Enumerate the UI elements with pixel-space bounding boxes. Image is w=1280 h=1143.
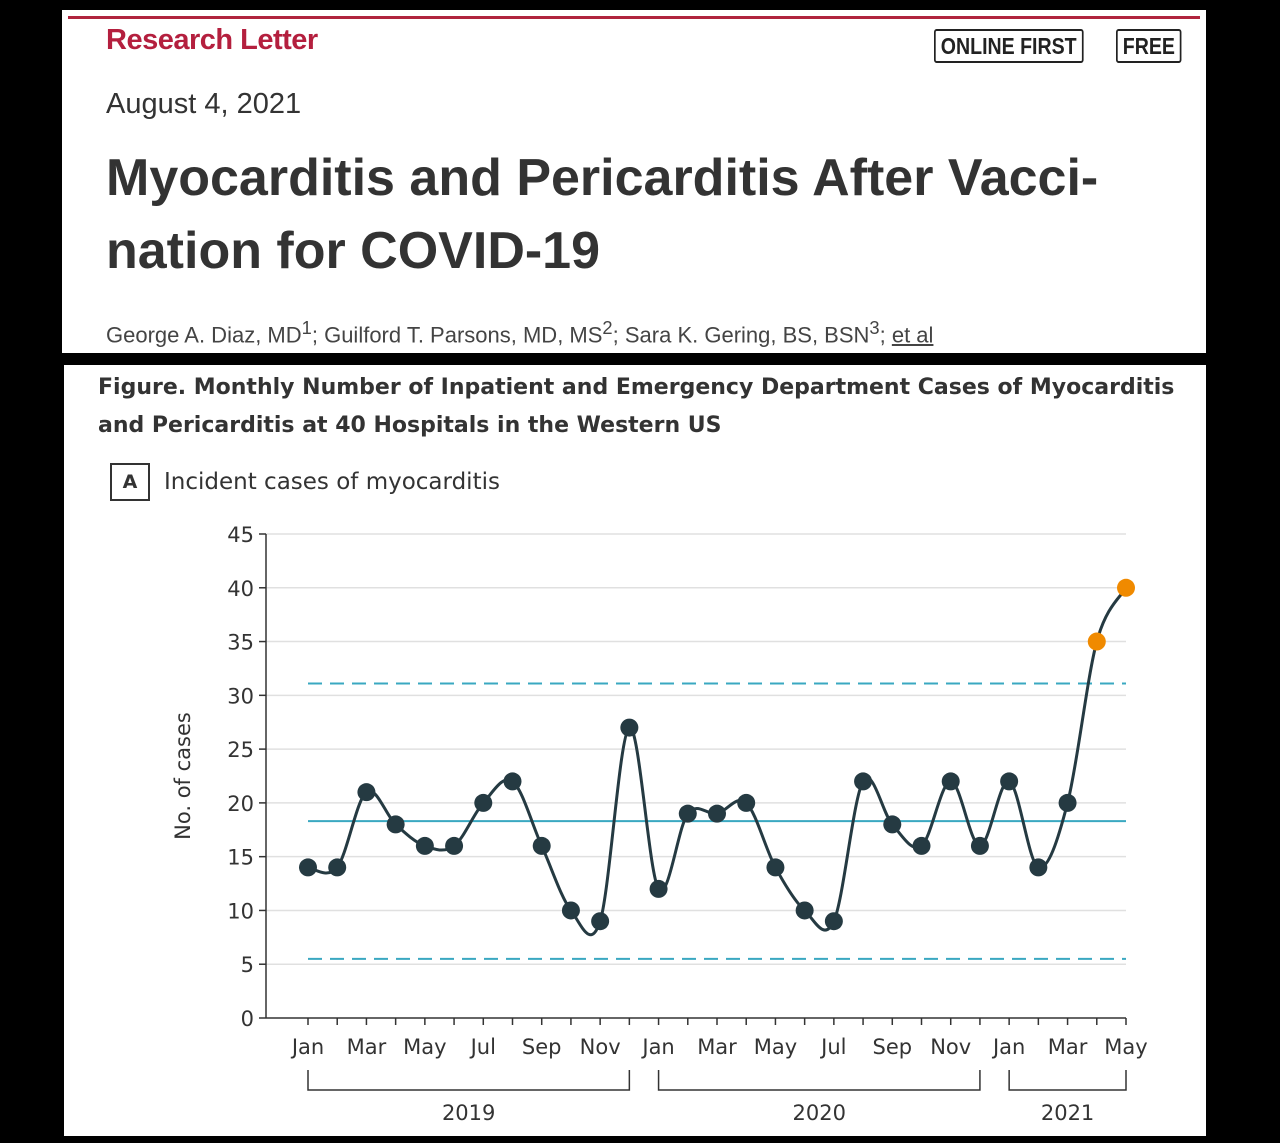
x-tick-label: Sep	[872, 1035, 912, 1059]
data-point	[912, 836, 931, 855]
x-tick-label: Jan	[290, 1035, 324, 1059]
y-tick-label: 5	[241, 953, 254, 977]
figure-caption: Figure. Monthly Number of Inpatient and …	[98, 375, 1175, 438]
year-bracket	[657, 1070, 981, 1091]
y-tick-label: 20	[227, 792, 254, 816]
data-point	[299, 858, 317, 877]
highlighted-data-point	[1117, 578, 1135, 597]
data-point	[766, 858, 785, 877]
data-point	[678, 804, 697, 823]
series-line	[307, 586, 1128, 937]
data-point	[532, 836, 551, 855]
year-label: 2019	[442, 1101, 495, 1125]
article-title: Myocarditis and Pericarditis After Vacci…	[106, 149, 1099, 280]
y-tick-label: 40	[227, 577, 254, 601]
y-tick-label: 45	[227, 523, 254, 547]
x-tick-label: Mar	[347, 1035, 387, 1059]
data-point	[591, 912, 610, 931]
y-tick-label: 30	[227, 684, 254, 708]
data-point	[883, 815, 902, 834]
author: George A. Diaz, MD	[106, 322, 302, 348]
data-point	[474, 793, 493, 812]
data-point	[795, 901, 814, 920]
data-point	[620, 718, 639, 737]
data-point	[328, 858, 347, 877]
x-tick-label: Sep	[522, 1035, 562, 1059]
data-point	[708, 804, 726, 823]
article-header: Research Letter ONLINE FIRST FREE August…	[62, 10, 1206, 353]
data-point	[649, 879, 668, 898]
affiliation: 2	[602, 317, 613, 338]
myocarditis-chart: 0 5 10 15 20 25 30 35 40 45 No. of cases Jan Mar May J…	[171, 523, 1148, 1125]
et-al-link[interactable]: et al	[891, 322, 934, 348]
panel-label: A Incident cases of myocarditis	[110, 463, 500, 501]
highlighted-data-point	[1087, 632, 1106, 651]
x-tick-label: Jul	[819, 1035, 846, 1059]
data-point	[503, 772, 522, 791]
x-tick-label: Mar	[697, 1035, 737, 1059]
author: Sara K. Gering, BS, BSN	[624, 322, 870, 348]
data-point	[854, 772, 873, 791]
y-tick-label: 25	[227, 738, 254, 762]
y-tick-label: 35	[227, 631, 254, 655]
x-tick-label: Jan	[640, 1035, 674, 1059]
year-bracket	[307, 1070, 631, 1091]
author-list: George A. Diaz, MD1; Guilford T. Parsons…	[106, 317, 934, 348]
data-point	[737, 793, 756, 812]
year-label: 2021	[1041, 1101, 1094, 1125]
y-tick-label: 15	[227, 846, 254, 870]
y-tick-label: 10	[227, 899, 254, 923]
online-first-badge: ONLINE FIRST	[934, 29, 1084, 63]
year-bracket	[1008, 1070, 1127, 1091]
panel-title: Incident cases of myocarditis	[164, 469, 500, 495]
author: Guilford T. Parsons, MD, MS	[324, 322, 603, 348]
data-point	[1029, 858, 1048, 877]
data-point	[824, 912, 843, 931]
data-point	[1058, 793, 1077, 812]
x-tick-label: Jul	[469, 1035, 496, 1059]
publication-date: August 4, 2021	[106, 88, 302, 120]
article-type: Research Letter	[106, 24, 318, 56]
panel-letter: A	[110, 463, 150, 501]
x-tick-label: May	[754, 1035, 797, 1059]
affiliation: 1	[301, 317, 312, 338]
x-tick-label: Mar	[1048, 1035, 1088, 1059]
x-tick-label: Nov	[580, 1035, 621, 1059]
data-point	[1000, 772, 1019, 791]
x-tick-label: Nov	[930, 1035, 971, 1059]
figure-panel: Figure. Monthly Number of Inpatient and …	[64, 365, 1206, 1136]
x-tick-label: May	[403, 1035, 446, 1059]
data-point	[386, 815, 405, 834]
free-badge: FREE	[1116, 29, 1182, 63]
y-tick-label: 0	[241, 1007, 254, 1031]
data-point	[445, 836, 464, 855]
affiliation: 3	[869, 317, 880, 338]
data-point	[941, 772, 960, 791]
y-axis-label: No. of cases	[171, 712, 195, 840]
header-rule	[68, 16, 1200, 19]
data-point	[970, 836, 989, 855]
data-point	[357, 783, 376, 802]
data-point	[415, 836, 434, 855]
data-point	[561, 901, 580, 920]
year-label: 2020	[793, 1101, 846, 1125]
x-tick-label: Jan	[991, 1035, 1025, 1059]
x-tick-label: May	[1104, 1035, 1147, 1059]
